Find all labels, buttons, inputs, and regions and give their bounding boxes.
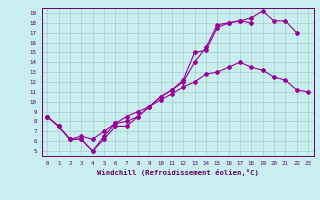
X-axis label: Windchill (Refroidissement éolien,°C): Windchill (Refroidissement éolien,°C) (97, 169, 259, 176)
